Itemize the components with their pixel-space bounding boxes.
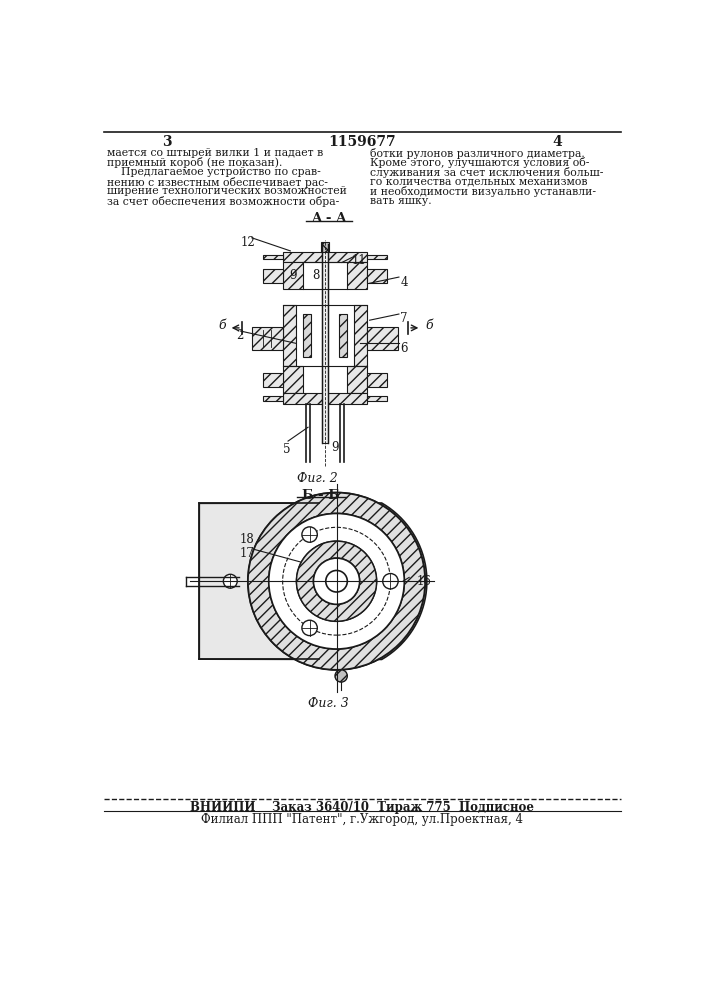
Circle shape (313, 558, 360, 604)
Polygon shape (252, 327, 283, 350)
Text: 2: 2 (236, 329, 244, 342)
Polygon shape (283, 393, 368, 404)
Text: служивания за счет исключения больш-: служивания за счет исключения больш- (370, 167, 604, 178)
Polygon shape (368, 396, 387, 401)
Text: вать яшку.: вать яшку. (370, 196, 432, 206)
Text: 4: 4 (400, 276, 408, 289)
Circle shape (302, 620, 317, 636)
Polygon shape (368, 327, 398, 350)
Polygon shape (199, 503, 427, 659)
Polygon shape (264, 269, 283, 283)
Text: Предлагаемое устройство по срав-: Предлагаемое устройство по срав- (107, 167, 321, 177)
Text: ВНИИПИ    Заказ 3640/10  Тираж 775  Подписное: ВНИИПИ Заказ 3640/10 Тираж 775 Подписное (190, 801, 534, 814)
Circle shape (248, 493, 425, 670)
Text: Фиг. 3: Фиг. 3 (308, 697, 349, 710)
Text: нению с известным обеспечивает рас-: нению с известным обеспечивает рас- (107, 177, 328, 188)
Text: 8: 8 (312, 269, 320, 282)
Text: б: б (425, 319, 433, 332)
Text: Кроме этого, улучшаются условия об-: Кроме этого, улучшаются условия об- (370, 157, 590, 168)
Text: 12: 12 (240, 235, 255, 248)
Text: ширение технологических возможностей: ширение технологических возможностей (107, 186, 347, 196)
Text: 1159677: 1159677 (328, 135, 396, 149)
Polygon shape (303, 314, 311, 357)
Polygon shape (283, 262, 303, 289)
Circle shape (302, 527, 317, 542)
Text: 5: 5 (283, 443, 290, 456)
Text: 16: 16 (416, 575, 431, 588)
Circle shape (296, 541, 377, 621)
Polygon shape (283, 252, 368, 262)
Wedge shape (296, 541, 377, 621)
Text: A - A: A - A (311, 212, 346, 225)
Text: 11: 11 (352, 254, 367, 267)
Text: 17: 17 (239, 547, 254, 560)
Polygon shape (283, 305, 296, 366)
Text: го количества отдельных механизмов: го количества отдельных механизмов (370, 177, 588, 187)
Circle shape (269, 513, 404, 649)
Circle shape (335, 670, 347, 682)
Polygon shape (346, 366, 368, 393)
Polygon shape (368, 255, 387, 259)
Polygon shape (322, 244, 328, 443)
Text: б: б (218, 319, 226, 332)
Polygon shape (264, 373, 283, 387)
Text: и необходимости визуально устанавли-: и необходимости визуально устанавли- (370, 186, 597, 197)
Polygon shape (283, 366, 303, 393)
Circle shape (382, 574, 398, 589)
Text: 18: 18 (239, 533, 254, 546)
Circle shape (223, 574, 238, 588)
Text: ботки рулонов различного диаметра.: ботки рулонов различного диаметра. (370, 148, 585, 159)
Wedge shape (248, 493, 425, 670)
Text: 9: 9 (289, 269, 296, 282)
Text: 7: 7 (400, 312, 408, 326)
Polygon shape (368, 373, 387, 387)
Polygon shape (368, 269, 387, 283)
Polygon shape (346, 262, 368, 289)
Text: приемный короб (не показан).: приемный короб (не показан). (107, 157, 283, 168)
Polygon shape (264, 396, 283, 401)
Text: Фиг. 2: Фиг. 2 (297, 472, 338, 485)
Text: Филиал ППП "Патент", г.Ужгород, ул.Проектная, 4: Филиал ППП "Патент", г.Ужгород, ул.Проек… (201, 813, 523, 826)
Text: Б - Б: Б - Б (303, 489, 340, 502)
Circle shape (326, 570, 347, 592)
Text: за счет обеспечения возможности обра-: за счет обеспечения возможности обра- (107, 196, 339, 207)
Text: 4: 4 (553, 135, 562, 149)
Polygon shape (264, 255, 283, 259)
Text: мается со штырей вилки 1 и падает в: мается со штырей вилки 1 и падает в (107, 148, 323, 158)
Text: 9: 9 (331, 441, 339, 454)
Polygon shape (321, 242, 329, 252)
Text: 6: 6 (400, 342, 408, 355)
Polygon shape (339, 314, 346, 357)
Text: 3: 3 (163, 135, 172, 149)
Polygon shape (354, 305, 368, 366)
